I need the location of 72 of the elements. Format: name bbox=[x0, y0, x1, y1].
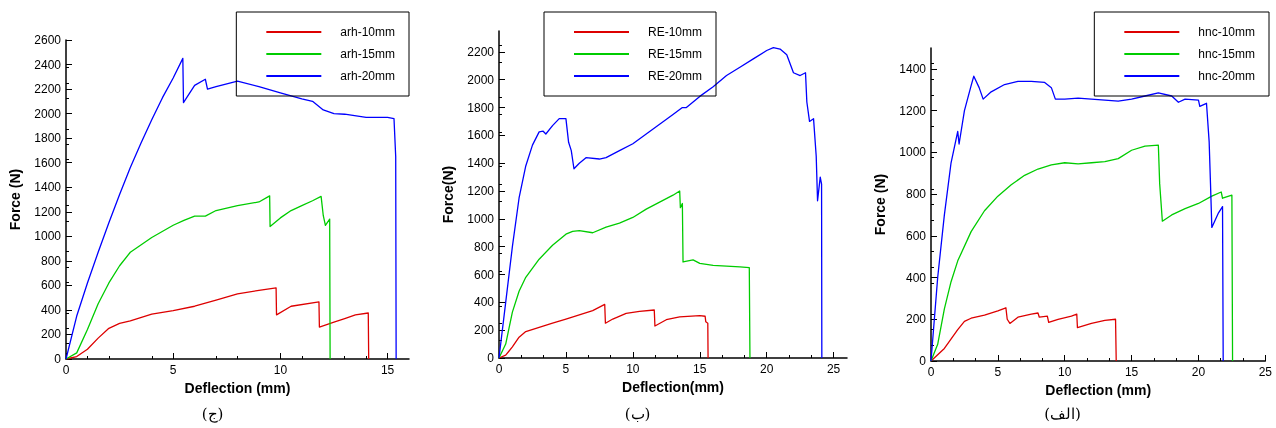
legend-label: RE-10mm bbox=[648, 25, 703, 39]
y-tick-label: 800 bbox=[473, 239, 495, 254]
x-axis-title: Deflection (mm) bbox=[1045, 382, 1152, 398]
y-tick-label: 600 bbox=[473, 267, 495, 282]
x-axis-title: Deflection (mm) bbox=[184, 380, 291, 396]
y-tick-label: 1800 bbox=[467, 100, 495, 115]
y-tick-label: 800 bbox=[40, 253, 62, 268]
legend-label: arh-20mm bbox=[340, 69, 396, 83]
x-tick-label: 25 bbox=[1258, 365, 1273, 379]
y-tick-label: 400 bbox=[473, 295, 495, 310]
y-tick-label: 1400 bbox=[899, 61, 927, 76]
y-tick-label: 2000 bbox=[467, 72, 495, 87]
x-tick-label: 5 bbox=[562, 362, 570, 376]
y-tick-label: 800 bbox=[905, 187, 927, 202]
line-series bbox=[498, 303, 709, 359]
y-tick-label: 2200 bbox=[467, 44, 495, 59]
x-tick-label: 15 bbox=[1124, 365, 1139, 379]
x-tick-label: 5 bbox=[169, 363, 177, 377]
line-series bbox=[930, 307, 1117, 362]
y-axis-title: Force(N) bbox=[440, 165, 456, 224]
y-tick-label: 2600 bbox=[34, 33, 62, 47]
line-series bbox=[498, 47, 823, 359]
y-tick-label: 1200 bbox=[34, 204, 62, 219]
y-tick-label: 1600 bbox=[467, 128, 495, 143]
text: (الف) bbox=[1044, 404, 1081, 423]
y-tick-label: 1000 bbox=[467, 211, 495, 226]
legend-label: hnc-15mm bbox=[1198, 47, 1255, 61]
text: (ب) bbox=[624, 404, 651, 423]
y-tick-label: 600 bbox=[40, 278, 62, 293]
y-axis-title: Force (N) bbox=[872, 173, 888, 236]
y-tick-label: 2000 bbox=[34, 106, 62, 121]
y-tick-label: 1000 bbox=[899, 145, 927, 160]
y-tick-label: 600 bbox=[905, 228, 927, 243]
line-series bbox=[498, 190, 751, 359]
y-tick-label: 1400 bbox=[467, 156, 495, 171]
y-tick-label: 1200 bbox=[899, 103, 927, 118]
y-tick-label: 200 bbox=[473, 323, 495, 338]
legend-label: RE-20mm bbox=[648, 69, 703, 83]
x-tick-label: 20 bbox=[760, 362, 774, 376]
x-tick-label: 10 bbox=[273, 363, 288, 377]
y-tick-label: 1800 bbox=[34, 131, 62, 146]
x-tick-label: 10 bbox=[1058, 365, 1072, 379]
legend-label: hnc-10mm bbox=[1198, 25, 1255, 39]
x-tick-label: 20 bbox=[1191, 365, 1206, 379]
y-tick-label: 1600 bbox=[34, 155, 62, 170]
y-tick-label: 400 bbox=[40, 302, 62, 317]
x-tick-label: 15 bbox=[693, 362, 707, 376]
x-tick-label: 15 bbox=[380, 363, 395, 377]
legend-label: arh-15mm bbox=[340, 47, 396, 61]
y-tick-label: 1200 bbox=[467, 184, 495, 199]
y-tick-label: 1400 bbox=[34, 180, 62, 195]
x-tick-label: 5 bbox=[994, 365, 1002, 379]
y-tick-label: 2400 bbox=[34, 57, 62, 72]
y-tick-label: 1000 bbox=[34, 229, 62, 244]
legend-label: RE-15mm bbox=[648, 47, 703, 61]
line-series bbox=[65, 57, 397, 360]
y-tick-label: 200 bbox=[905, 312, 927, 327]
text: (ج) bbox=[201, 404, 224, 423]
x-axis-title: Deflection(mm) bbox=[622, 379, 724, 395]
y-tick-label: 2200 bbox=[34, 82, 62, 97]
legend-label: arh-10mm bbox=[340, 25, 396, 39]
y-tick-label: 0 bbox=[487, 351, 495, 365]
line-series bbox=[65, 287, 370, 360]
legend-label: hnc-20mm bbox=[1198, 69, 1255, 83]
y-tick-label: 200 bbox=[40, 327, 62, 342]
y-tick-label: 400 bbox=[905, 270, 927, 285]
x-tick-label: 25 bbox=[826, 362, 841, 376]
line-series bbox=[930, 144, 1234, 362]
y-axis-title: Force (N) bbox=[7, 168, 23, 231]
y-tick-label: 0 bbox=[54, 352, 62, 366]
line-series bbox=[65, 195, 331, 360]
x-tick-label: 10 bbox=[626, 362, 640, 376]
